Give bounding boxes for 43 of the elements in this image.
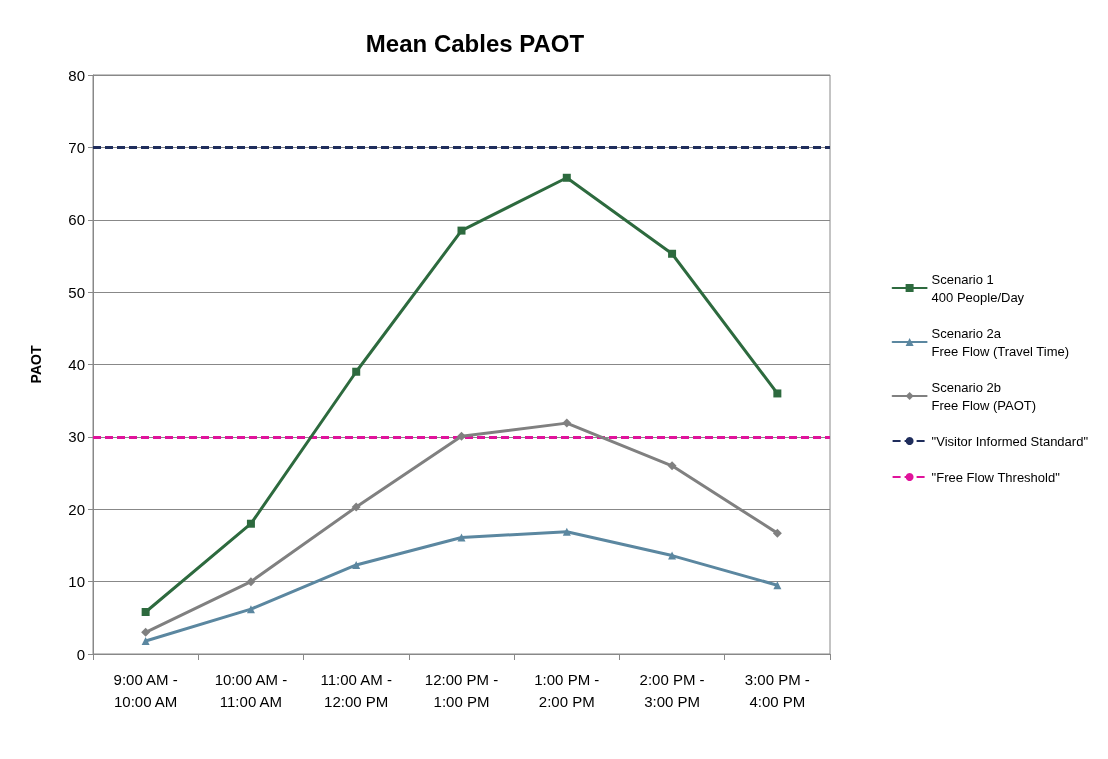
y-tick-label: 20 [68, 500, 85, 518]
legend-label: Scenario 2b Free Flow (PAOT) [931, 379, 1037, 413]
y-tick-label: 40 [68, 356, 85, 373]
point [667, 461, 677, 471]
x-tick-label: 3:00 PM - 4:00 PM [744, 670, 810, 710]
point [562, 527, 571, 536]
point [246, 519, 255, 528]
point [457, 226, 466, 235]
x-tick-label: 9:00 AM - 10:00 AM [113, 670, 178, 710]
point [457, 431, 466, 441]
y-tick-label: 60 [68, 211, 85, 229]
point [141, 636, 150, 645]
point [246, 577, 256, 587]
point [562, 418, 572, 428]
point [351, 502, 361, 512]
x-tick-label: 2:00 PM - 3:00 PM [639, 670, 705, 710]
point [352, 560, 361, 569]
point [141, 627, 151, 637]
y-tick-label: 0 [76, 645, 85, 663]
legend-label: "Free Flow Threshold" [931, 469, 1061, 485]
point [457, 533, 466, 542]
point [772, 528, 782, 538]
x-tick-label: 12:00 PM - 1:00 PM [424, 670, 499, 710]
point [141, 608, 150, 617]
point [352, 367, 361, 376]
point [562, 173, 571, 182]
point [668, 249, 677, 258]
y-axis-title: PAOT [28, 345, 44, 384]
point [668, 551, 677, 560]
point [773, 389, 782, 398]
y-tick-label: 80 [68, 66, 85, 84]
y-tick-label: 50 [68, 283, 85, 301]
legend-label: Scenario 2a Free Flow (Travel Time) [931, 325, 1070, 359]
point [246, 605, 255, 614]
y-tick-label: 10 [68, 573, 85, 591]
x-tick-label: 10:00 AM - 11:00 AM [214, 670, 288, 710]
y-tick-label: 30 [68, 428, 85, 446]
y-tick-label: 70 [68, 138, 85, 156]
chart-title: Mean Cables PAOT [365, 29, 585, 57]
legend-label: Scenario 1 400 People/Day [931, 271, 1025, 305]
x-tick-label: 1:00 PM - 2:00 PM [534, 670, 600, 710]
legend-label: "Visitor Informed Standard" [931, 433, 1089, 449]
x-tick-label: 11:00 AM - 12:00 PM [320, 670, 392, 710]
